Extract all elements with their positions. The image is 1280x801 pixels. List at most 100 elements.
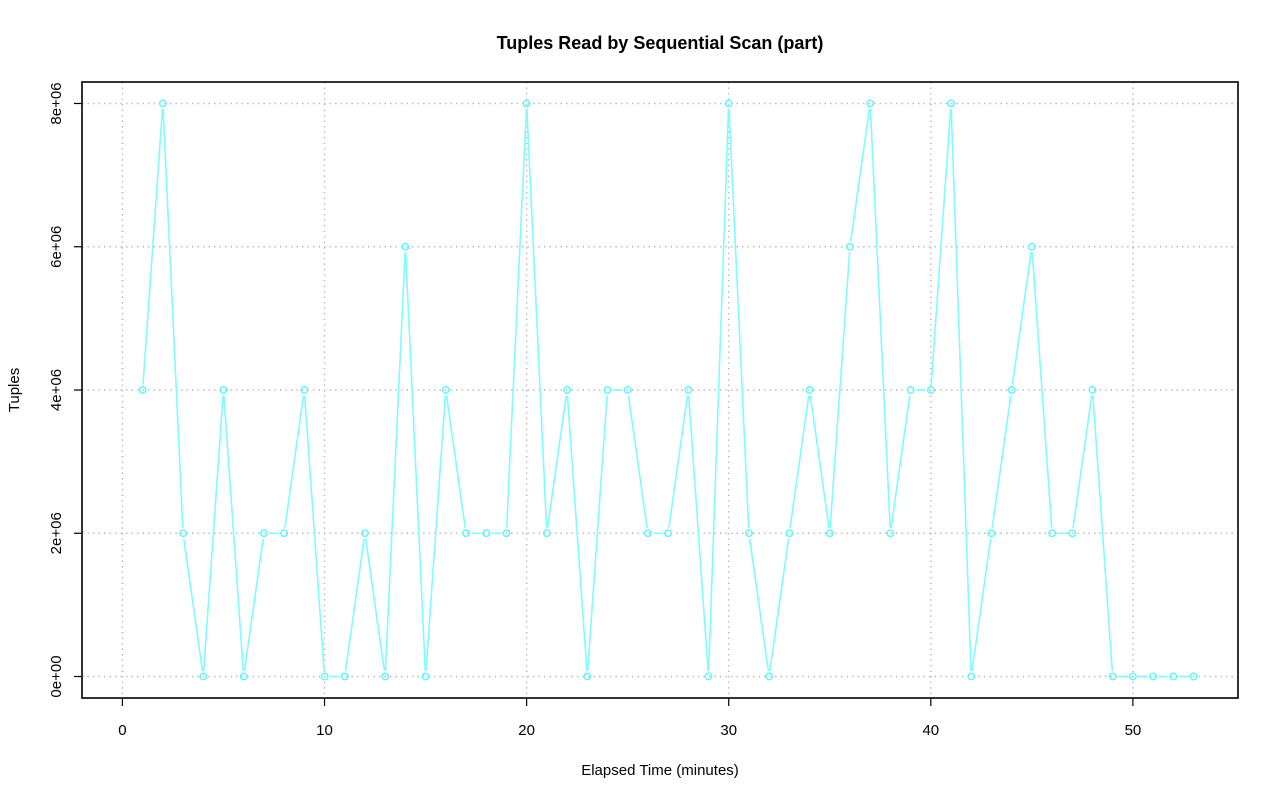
data-point <box>785 529 794 538</box>
data-point <box>987 529 996 538</box>
data-point <box>421 672 430 681</box>
series-line-segment <box>829 252 851 528</box>
data-point <box>219 386 228 394</box>
series-line-segment <box>789 395 810 528</box>
series-line-segment <box>445 395 467 528</box>
data-point <box>765 672 774 681</box>
data-point <box>563 386 571 394</box>
series-line-segment <box>950 108 972 672</box>
series-line-segment <box>1072 395 1093 528</box>
data-point <box>906 386 915 394</box>
data-point <box>886 529 895 538</box>
series-line-segment <box>971 538 992 672</box>
series-line-segment <box>223 395 245 672</box>
series-line-segment <box>890 395 911 528</box>
series-line-segment <box>1031 252 1053 528</box>
y-axis: 0e+00 2e+06 4e+06 6e+06 8e+06 <box>48 82 82 698</box>
series-line-segment <box>869 108 891 528</box>
chart-title: Tuples Read by Sequential Scan (part) <box>497 33 824 53</box>
data-point <box>360 529 369 538</box>
data-point <box>259 529 268 538</box>
data-point <box>1027 242 1036 251</box>
data-series <box>138 99 1198 681</box>
x-tick-label: 0 <box>118 722 126 739</box>
data-point <box>603 386 612 394</box>
data-point <box>866 99 875 108</box>
data-point <box>158 99 167 108</box>
data-point <box>846 242 854 251</box>
data-point <box>623 386 632 394</box>
data-point <box>138 386 147 394</box>
data-point <box>704 672 713 681</box>
data-point <box>381 672 390 681</box>
x-tick-label: 20 <box>518 722 535 739</box>
data-point <box>583 672 592 681</box>
x-axis: 0 10 20 30 40 50 <box>118 698 1141 739</box>
series-line-segment <box>566 395 588 672</box>
series-line-segment <box>384 252 406 672</box>
series-line-segment <box>183 538 204 672</box>
series-line-segment <box>202 395 224 672</box>
series-line-segment <box>930 108 952 385</box>
data-point <box>967 672 976 681</box>
series-line-segment <box>303 395 325 672</box>
series-line-segment <box>404 252 427 672</box>
data-point <box>320 672 329 681</box>
series-line-segment <box>707 108 730 672</box>
data-point <box>1007 386 1016 394</box>
data-point <box>482 529 491 538</box>
series-line-segment <box>364 538 386 672</box>
series-line-segment <box>142 108 164 385</box>
x-tick-label: 40 <box>922 722 939 739</box>
x-axis-label: Elapsed Time (minutes) <box>581 762 739 779</box>
data-point <box>401 242 410 251</box>
data-point <box>1189 672 1198 681</box>
data-point <box>441 386 450 394</box>
series-line-segment <box>991 395 1012 528</box>
data-point <box>664 529 673 538</box>
data-point <box>947 99 955 108</box>
y-tick-label: 2e+06 <box>48 512 65 554</box>
series-line-segment <box>344 538 365 672</box>
data-point <box>280 529 289 538</box>
data-point <box>542 529 551 538</box>
series-line-segment <box>526 108 548 528</box>
series-line-segment <box>162 108 184 528</box>
data-point <box>462 529 470 538</box>
series-line-segment <box>1092 395 1114 672</box>
data-point <box>926 386 935 394</box>
series-line-segment <box>769 538 790 672</box>
data-point <box>1048 529 1057 538</box>
series-line-segment <box>243 538 264 672</box>
data-point <box>1108 672 1117 681</box>
x-tick-label: 30 <box>720 722 737 739</box>
series-line-segment <box>849 108 871 242</box>
data-point <box>825 529 834 538</box>
series-line-segment <box>546 395 568 528</box>
series-line-segment <box>728 108 750 528</box>
data-point <box>805 386 814 394</box>
data-point <box>1149 672 1158 681</box>
series-line-segment <box>809 395 830 528</box>
series-line-segment <box>1011 252 1032 385</box>
data-point <box>1128 672 1137 681</box>
series-line-segment <box>586 395 608 672</box>
x-tick-label: 50 <box>1125 722 1142 739</box>
series-line-segment <box>748 538 770 672</box>
data-point <box>1068 529 1077 538</box>
series-line-segment <box>627 395 648 528</box>
series-line-segment <box>505 108 528 528</box>
data-point <box>502 529 511 538</box>
y-tick-label: 0e+00 <box>48 655 65 697</box>
data-point <box>199 672 208 681</box>
x-tick-label: 10 <box>316 722 333 739</box>
series-line-segment <box>284 395 305 528</box>
data-point <box>1088 386 1097 394</box>
series-line-segment <box>668 395 689 528</box>
data-point <box>522 99 531 108</box>
data-point <box>643 529 652 538</box>
data-point <box>300 386 309 394</box>
data-point <box>684 386 693 394</box>
